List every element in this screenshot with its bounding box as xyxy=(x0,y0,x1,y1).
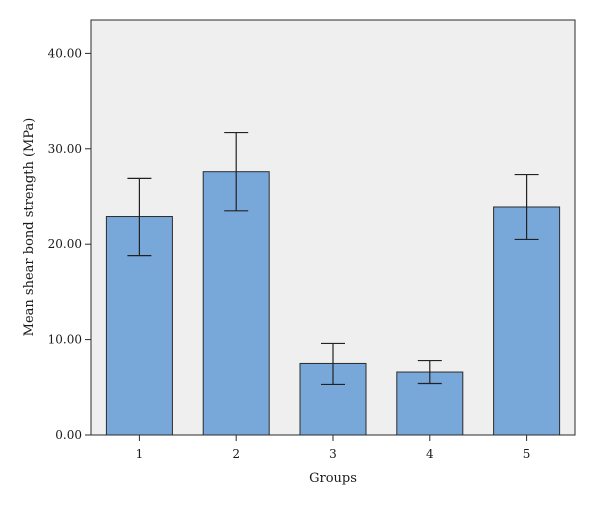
error-bar-group-1 xyxy=(127,177,152,257)
y-tick-label: 10.00 xyxy=(48,333,82,347)
error-bar-group-5 xyxy=(514,173,539,241)
y-tick-label: 30.00 xyxy=(48,142,82,156)
x-tick-label: 4 xyxy=(426,447,434,461)
y-axis: 0.00 10.00 20.00 30.00 40.00 xyxy=(48,20,92,442)
error-bar-group-3 xyxy=(321,342,345,386)
y-axis-title: Mean shear bond strength (MPa) xyxy=(22,118,37,337)
x-tick-label: 1 xyxy=(136,447,144,461)
y-tick-label: 0.00 xyxy=(55,428,82,442)
x-tick-label: 3 xyxy=(329,447,337,461)
y-tick-label: 20.00 xyxy=(48,237,82,251)
x-axis: 1 2 3 4 5 xyxy=(136,435,531,461)
bar-group-5 xyxy=(493,206,561,436)
x-tick-label: 2 xyxy=(232,447,240,461)
error-bar-group-4 xyxy=(417,359,442,385)
x-axis-title: Groups xyxy=(309,471,357,486)
error-bar-group-2 xyxy=(224,131,249,212)
y-tick-label: 40.00 xyxy=(48,46,82,60)
x-tick-label: 5 xyxy=(523,447,531,461)
error-bars-layer xyxy=(127,131,539,386)
